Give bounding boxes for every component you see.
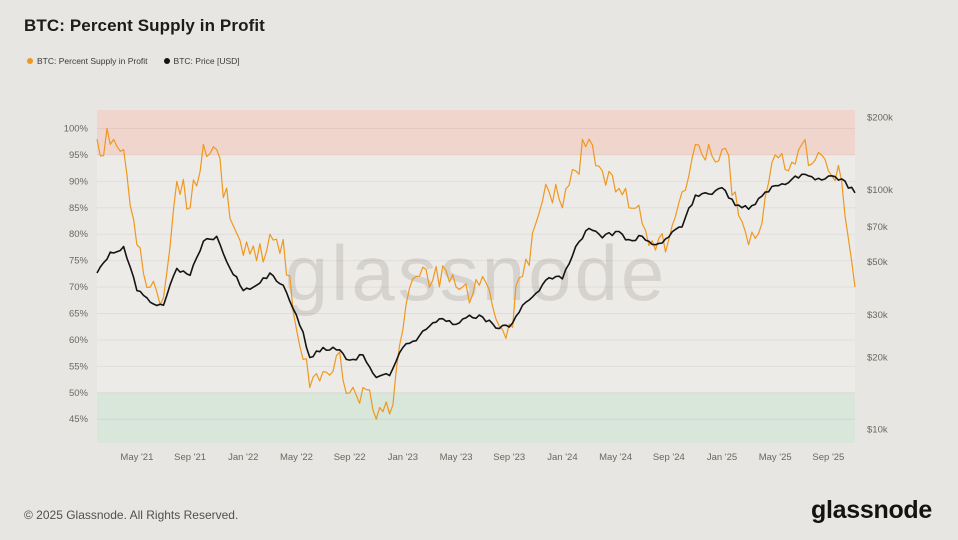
right-axis-tick-label: $100k (867, 185, 893, 196)
x-axis-tick-label: Jan '24 (547, 452, 577, 463)
series-btc-percent-supply-in-profit (96, 127, 856, 420)
x-axis-tick-label: May '24 (599, 452, 632, 463)
page-title: BTC: Percent Supply in Profit (24, 16, 265, 35)
x-axis-tick-label: Sep '23 (493, 452, 525, 463)
left-axis-tick-label: 80% (69, 229, 89, 240)
legend-item-price-usd[interactable]: BTC: Price [USD] (163, 56, 240, 66)
left-axis-tick-label: 65% (69, 309, 89, 320)
series-btc-price-usd- (96, 173, 856, 379)
right-axis-tick-label: $70k (867, 222, 888, 233)
capitulation-band (97, 392, 855, 443)
left-axis-tick-label: 50% (69, 388, 89, 399)
left-axis-tick-label: 100% (64, 124, 89, 135)
x-axis-tick-label: Sep '25 (812, 452, 844, 463)
left-axis-tick-label: 70% (69, 282, 89, 293)
legend-label-price-usd: BTC: Price [USD] (173, 56, 240, 66)
left-axis-tick-label: 90% (69, 176, 89, 187)
x-axis-tick-label: Jan '23 (388, 452, 418, 463)
right-axis-tick-label: $200k (867, 113, 893, 124)
x-axis-tick-label: Sep '22 (334, 452, 366, 463)
x-axis-tick-label: May '21 (120, 452, 153, 463)
legend-label-percent-supply-in-profit: BTC: Percent Supply in Profit (37, 56, 148, 66)
left-axis-tick-label: 75% (69, 256, 89, 267)
glassnode-logo[interactable]: glassnode (811, 496, 932, 524)
overheated-band (97, 110, 855, 155)
chart-canvas[interactable]: 100% 95% 90% 85% 80% 75% 70% 65% 60% 55% 50% 45% $20… (0, 88, 958, 473)
copyright-text: © 2025 Glassnode. All Rights Reserved. (24, 508, 239, 522)
x-axis-tick-label: May '23 (440, 452, 473, 463)
left-axis-tick-label: 60% (69, 335, 89, 346)
right-axis-tick-label: $50k (867, 257, 888, 268)
legend-item-percent-supply-in-profit[interactable]: BTC: Percent Supply in Profit (27, 56, 148, 66)
x-axis-tick-label: Sep '21 (174, 452, 206, 463)
left-axis-tick-label: 45% (69, 414, 89, 425)
x-axis-tick-label: Jan '25 (707, 452, 737, 463)
right-axis-tick-label: $10k (867, 425, 888, 436)
x-axis-tick-label: May '25 (759, 452, 792, 463)
left-axis-tick-label: 85% (69, 203, 89, 214)
glassnode-watermark: glassnode (285, 229, 668, 317)
x-axis-tick-label: Sep '24 (653, 452, 685, 463)
chart-legend: BTC: Percent Supply in Profit BTC: Price… (27, 56, 240, 66)
x-axis-tick-label: Jan '22 (228, 452, 258, 463)
right-axis-tick-label: $20k (867, 352, 888, 363)
chart-area[interactable]: 100% 95% 90% 85% 80% 75% 70% 65% 60% 55% 50% 45% $20… (0, 88, 958, 473)
left-axis-tick-label: 55% (69, 361, 89, 372)
right-axis-tick-label: $30k (867, 310, 888, 321)
left-axis-tick-label: 95% (69, 150, 89, 161)
plot-background (97, 110, 855, 443)
x-axis-tick-label: May '22 (280, 452, 313, 463)
legend-dot-black-icon (163, 58, 170, 64)
legend-dot-orange-icon (27, 58, 33, 64)
